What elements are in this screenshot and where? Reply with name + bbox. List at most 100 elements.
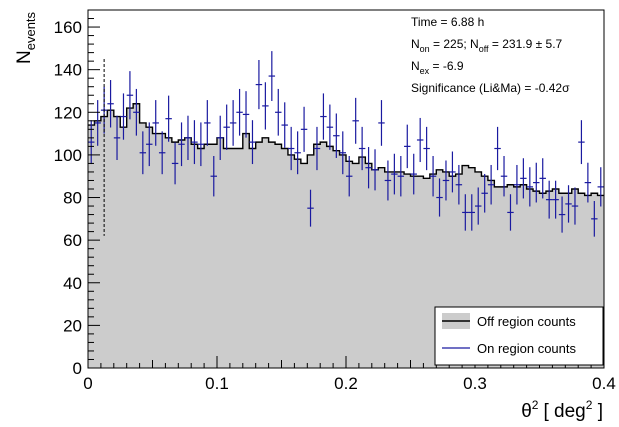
on-point bbox=[475, 187, 482, 225]
off-bin bbox=[378, 167, 386, 368]
on-point bbox=[416, 117, 424, 163]
on-point bbox=[391, 153, 398, 195]
off-bin bbox=[591, 193, 598, 368]
off-bin bbox=[133, 103, 140, 368]
on-point bbox=[94, 100, 101, 146]
on-point bbox=[223, 104, 230, 150]
on-point bbox=[539, 158, 546, 199]
on-point bbox=[333, 113, 340, 158]
off-bin bbox=[158, 133, 166, 368]
off-bin bbox=[217, 137, 224, 368]
x-tick-label: 0.4 bbox=[592, 374, 616, 393]
off-bin bbox=[275, 144, 282, 368]
off-bin bbox=[500, 186, 508, 368]
on-point bbox=[449, 151, 456, 193]
y-tick-label: 140 bbox=[54, 61, 82, 80]
off-bin bbox=[320, 142, 328, 368]
off-bin bbox=[429, 174, 437, 368]
off-bin bbox=[358, 157, 366, 368]
on-point bbox=[320, 93, 327, 140]
on-point bbox=[558, 196, 566, 233]
off-bin bbox=[100, 116, 108, 368]
off-bin bbox=[107, 110, 115, 369]
off-step-line bbox=[88, 103, 604, 197]
off-bin bbox=[281, 148, 289, 368]
off-bin bbox=[178, 139, 186, 368]
on-point bbox=[423, 126, 430, 171]
off-bin bbox=[326, 146, 334, 368]
off-bin bbox=[262, 137, 269, 368]
on-point bbox=[404, 124, 411, 169]
on-point bbox=[584, 162, 592, 203]
off-bin bbox=[210, 144, 218, 368]
off-bin bbox=[384, 171, 392, 368]
off-bin bbox=[442, 171, 450, 368]
on-point bbox=[462, 194, 469, 231]
off-bin bbox=[300, 163, 308, 368]
on-point bbox=[468, 194, 475, 231]
on-point bbox=[165, 95, 172, 142]
off-bin bbox=[333, 150, 340, 368]
off-bin bbox=[558, 193, 566, 368]
off-bin bbox=[462, 165, 469, 368]
stats-significance: Significance (Li&Ma) = -0.42σ bbox=[411, 81, 570, 95]
on-point bbox=[410, 153, 417, 195]
off-bin bbox=[365, 163, 373, 368]
on-point bbox=[397, 155, 405, 197]
off-bin bbox=[294, 159, 302, 368]
off-bin bbox=[423, 178, 431, 368]
off-bin bbox=[139, 122, 147, 368]
on-point bbox=[455, 164, 463, 205]
off-bin bbox=[268, 142, 276, 368]
on-point bbox=[571, 187, 579, 225]
on-point bbox=[204, 100, 211, 146]
off-bin bbox=[242, 133, 250, 368]
stats-counts: Non = 225; Noff = 231.9 ± 5.7 bbox=[411, 37, 563, 54]
off-bin bbox=[468, 167, 476, 368]
on-point bbox=[158, 131, 166, 175]
on-point bbox=[281, 102, 288, 148]
off-bin bbox=[146, 127, 153, 368]
y-tick-label: 40 bbox=[63, 274, 82, 293]
on-point bbox=[513, 164, 521, 205]
on-point bbox=[146, 122, 153, 167]
on-point bbox=[429, 155, 437, 197]
off-bin bbox=[449, 176, 457, 368]
on-point bbox=[533, 162, 540, 203]
off-bin bbox=[584, 195, 592, 368]
y-tick-label: 160 bbox=[54, 18, 82, 37]
x-tick-label: 0 bbox=[83, 374, 92, 393]
on-point bbox=[191, 120, 198, 165]
on-point bbox=[384, 160, 392, 201]
on-point bbox=[326, 104, 334, 150]
on-point bbox=[275, 88, 282, 136]
off-region-histogram bbox=[88, 103, 605, 369]
legend-on-label: On region counts bbox=[477, 341, 577, 356]
on-point bbox=[255, 60, 263, 110]
off-bin bbox=[436, 169, 444, 368]
y-tick-label: 80 bbox=[63, 189, 82, 208]
on-point bbox=[365, 147, 372, 189]
off-bin bbox=[287, 154, 295, 368]
off-bin bbox=[184, 137, 192, 368]
off-bin bbox=[88, 125, 95, 368]
on-point bbox=[217, 115, 224, 161]
y-tick-label: 120 bbox=[54, 103, 82, 122]
stats-excess: Nex = -6.9 bbox=[411, 59, 464, 76]
off-bin bbox=[197, 148, 205, 368]
on-point bbox=[133, 88, 140, 136]
off-bin bbox=[120, 127, 128, 368]
on-point bbox=[229, 100, 237, 146]
on-point bbox=[249, 120, 256, 165]
y-tick-label: 20 bbox=[63, 316, 82, 335]
on-point bbox=[597, 167, 604, 207]
y-tick-label: 0 bbox=[73, 359, 82, 378]
off-bin bbox=[229, 148, 237, 368]
on-point bbox=[171, 142, 179, 185]
on-point bbox=[262, 82, 269, 130]
off-bin bbox=[404, 174, 411, 368]
on-point bbox=[307, 189, 314, 227]
on-point bbox=[346, 155, 353, 197]
on-point bbox=[287, 126, 295, 171]
legend: Off region counts On region counts bbox=[434, 306, 604, 366]
